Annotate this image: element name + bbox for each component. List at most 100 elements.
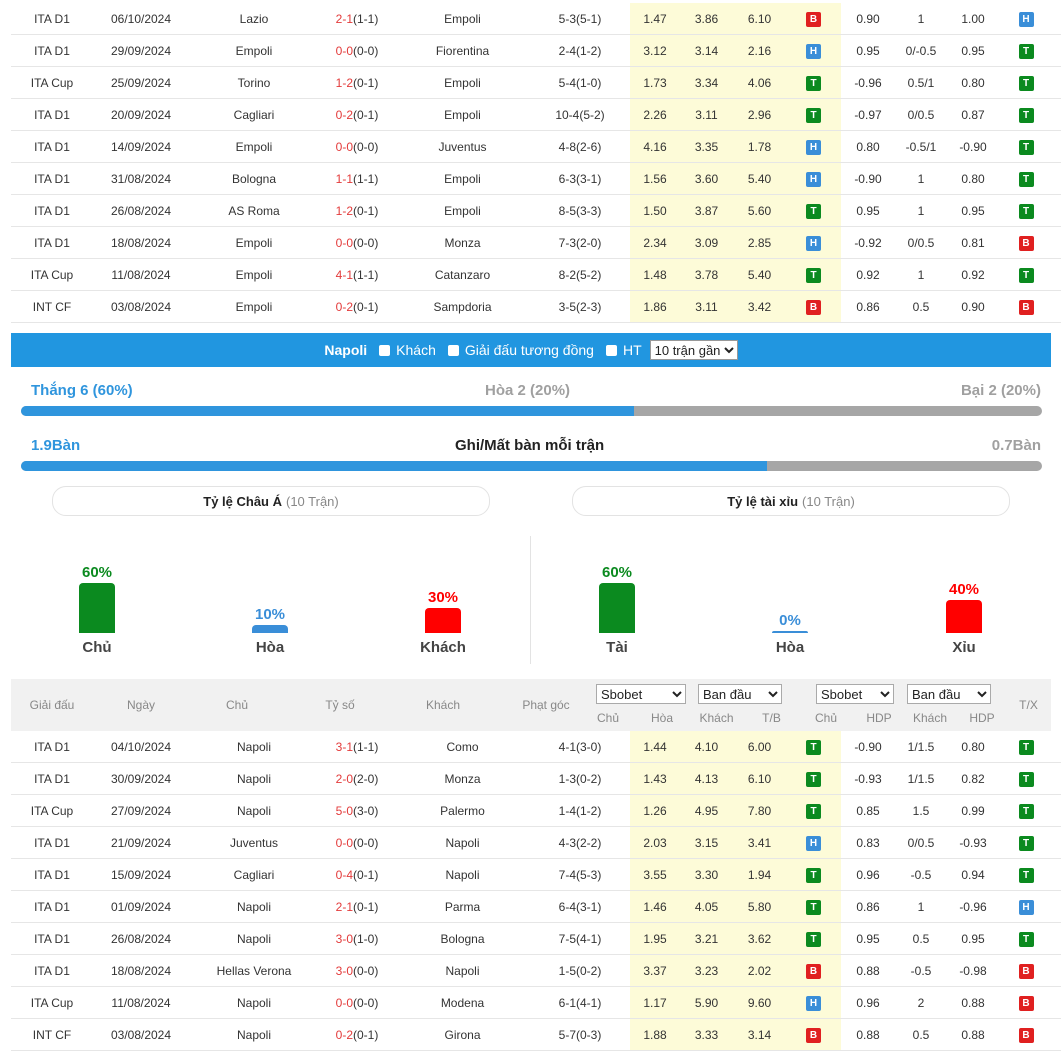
- score-ft: 0-2: [335, 299, 353, 314]
- result-badge: H: [806, 995, 821, 1011]
- table-row[interactable]: ITA D1 15/09/2024 Cagliari 0-4(0-1) Napoli 7-…: [11, 858, 1061, 891]
- away-team-cell: Juventus: [395, 130, 530, 163]
- odds-draw-cell: 4.10: [680, 731, 733, 763]
- odds-draw-cell: 3.87: [680, 194, 733, 227]
- corner-cell: 6-4(3-1): [530, 890, 630, 923]
- date-cell: 11/08/2024: [93, 258, 189, 291]
- odds-draw-cell: 3.11: [680, 98, 733, 131]
- col-corner: Phạt góc: [522, 698, 570, 712]
- napoli-matches-table: ITA D1 04/10/2024 Napoli 3-1(1-1) Como 4-1(3-…: [11, 731, 1061, 1051]
- table-row[interactable]: ITA D1 04/10/2024 Napoli 3-1(1-1) Como 4-1(3-…: [11, 731, 1061, 763]
- score-cell: 0-0(0-0): [319, 826, 395, 859]
- odds-away-cell: 6.10: [733, 3, 786, 35]
- ht-checkbox[interactable]: [605, 344, 617, 356]
- table-row[interactable]: ITA D1 06/10/2024 Lazio 2-1(1-1) Empoli 5-3(5…: [11, 3, 1061, 35]
- table-row[interactable]: ITA D1 21/09/2024 Juventus 0-0(0-0) Napoli 4-…: [11, 826, 1061, 859]
- score-ht: (0-0): [353, 43, 379, 58]
- hdp-cell: 0.5: [895, 922, 947, 955]
- date-cell: 18/08/2024: [93, 954, 189, 987]
- table-row[interactable]: ITA Cup 11/08/2024 Empoli 4-1(1-1) Catanzaro…: [11, 258, 1061, 291]
- away-checkbox-label: Khách: [396, 342, 436, 358]
- over-under-pill[interactable]: Tỷ lệ tài xỉu (10 Trận): [572, 486, 1010, 516]
- hdp-cell: 1: [895, 258, 947, 291]
- odds-home-cell: 1.73: [630, 66, 680, 99]
- hdp-cell: 1: [895, 890, 947, 923]
- date-cell: 25/09/2024: [93, 66, 189, 99]
- table-row[interactable]: ITA D1 18/08/2024 Empoli 0-0(0-0) Monza 7-3(2…: [11, 226, 1061, 259]
- home-team-cell: Bologna: [189, 162, 319, 195]
- asian-handicap-pill[interactable]: Tỷ lệ Châu Á (10 Trận): [52, 486, 490, 516]
- ou-label: Xỉu: [952, 639, 976, 656]
- goals-title: Ghi/Mất bàn mỗi trận: [455, 437, 605, 454]
- col-hdp-result: HDP: [969, 711, 995, 725]
- same-league-checkbox[interactable]: [447, 344, 459, 356]
- score-ht: (0-0): [353, 139, 379, 154]
- result-badge: H: [1018, 899, 1034, 915]
- table-row[interactable]: ITA D1 26/08/2024 AS Roma 1-2(0-1) Empoli 8-5…: [11, 194, 1061, 227]
- table-row[interactable]: ITA D1 01/09/2024 Napoli 2-1(0-1) Parma 6-4(3…: [11, 890, 1061, 923]
- table-row[interactable]: ITA D1 29/09/2024 Empoli 0-0(0-0) Fiorentina…: [11, 34, 1061, 67]
- bookmaker-select-1[interactable]: Sbobet: [596, 684, 686, 704]
- table-row[interactable]: ITA D1 18/08/2024 Hellas Verona 3-0(0-0) Nap…: [11, 954, 1061, 987]
- score-ft: 5-0: [335, 803, 353, 818]
- odds-time-select-1[interactable]: Ban đầu: [698, 684, 782, 704]
- asian-sub: (10 Trận): [286, 493, 339, 509]
- hdp-cell: 1.5: [895, 794, 947, 827]
- recent-matches-select[interactable]: 10 trận gần: [649, 340, 738, 360]
- corner-cell: 5-4(1-0): [530, 66, 630, 99]
- tb-cell: H: [786, 34, 841, 67]
- bookmaker-select-2[interactable]: Sbobet: [816, 684, 894, 704]
- col-score: Tỷ số: [325, 698, 355, 712]
- home-team-cell: Empoli: [189, 34, 319, 67]
- corner-cell: 6-3(3-1): [530, 162, 630, 195]
- table-row[interactable]: ITA D1 30/09/2024 Napoli 2-0(2-0) Monza 1-3(0…: [11, 762, 1061, 795]
- away-checkbox[interactable]: [379, 344, 391, 356]
- col-odds-home: Chủ: [596, 711, 619, 725]
- hdp-result-cell: T: [999, 258, 1053, 291]
- table-row[interactable]: INT CF 03/08/2024 Napoli 0-2(0-1) Girona 5-7(…: [11, 1018, 1061, 1051]
- odds-time-select-2[interactable]: Ban đầu: [907, 684, 991, 704]
- league-cell: ITA Cup: [11, 794, 93, 827]
- table-row[interactable]: ITA D1 20/09/2024 Cagliari 0-2(0-1) Empoli 10…: [11, 98, 1061, 131]
- hdp-cell: 0.5: [895, 1018, 947, 1051]
- home-team-cell: Napoli: [189, 890, 319, 923]
- score-ht: (1-0): [353, 931, 379, 946]
- col-tx: T/X: [1019, 698, 1038, 712]
- score-cell: 0-0(0-0): [319, 986, 395, 1019]
- tb-cell: H: [786, 130, 841, 163]
- table-row[interactable]: INT CF 03/08/2024 Empoli 0-2(0-1) Sampdoria 3…: [11, 290, 1061, 323]
- league-cell: ITA D1: [11, 890, 93, 923]
- table-row[interactable]: ITA D1 26/08/2024 Napoli 3-0(1-0) Bologna 7-5…: [11, 922, 1061, 955]
- odds-draw-cell: 4.05: [680, 890, 733, 923]
- corner-cell: 8-5(3-3): [530, 194, 630, 227]
- col-ah-home: Chủ: [814, 711, 837, 725]
- table-row[interactable]: ITA Cup 11/08/2024 Napoli 0-0(0-0) Modena 6-1…: [11, 986, 1061, 1019]
- col-odds-away: Khách: [699, 711, 734, 725]
- score-cell: 5-0(3-0): [319, 794, 395, 827]
- table-row[interactable]: ITA D1 14/09/2024 Empoli 0-0(0-0) Juventus 4-…: [11, 130, 1061, 163]
- draw-stat: Hòa 2 (20%): [485, 382, 571, 399]
- odds-home-cell: 1.17: [630, 986, 680, 1019]
- tx-result-cell: T: [1053, 794, 1061, 827]
- home-team-cell: Empoli: [189, 290, 319, 323]
- tx-result-cell: X: [1053, 162, 1061, 195]
- ah-away-cell: 0.82: [947, 762, 999, 795]
- asian-label: Hòa: [255, 639, 285, 656]
- odds-home-cell: 1.95: [630, 922, 680, 955]
- asian-column: 30% Khách: [393, 589, 493, 656]
- odds-away-cell: 7.80: [733, 794, 786, 827]
- table-row[interactable]: ITA Cup 27/09/2024 Napoli 5-0(3-0) Palermo 1-…: [11, 794, 1061, 827]
- ah-home-cell: 0.80: [841, 130, 895, 163]
- ah-home-cell: 0.88: [841, 954, 895, 987]
- ah-away-cell: 0.95: [947, 34, 999, 67]
- score-cell: 3-0(1-0): [319, 922, 395, 955]
- col-date: Ngày: [126, 698, 155, 712]
- score-ft: 2-1: [335, 11, 353, 26]
- table-row[interactable]: ITA D1 31/08/2024 Bologna 1-1(1-1) Empoli 6-3…: [11, 162, 1061, 195]
- corner-cell: 1-4(1-2): [530, 794, 630, 827]
- ah-away-cell: 0.88: [947, 1018, 999, 1051]
- result-badge: B: [806, 299, 821, 315]
- tx-result-cell: T: [1053, 66, 1061, 99]
- result-badge: B: [1018, 1027, 1034, 1043]
- table-row[interactable]: ITA Cup 25/09/2024 Torino 1-2(0-1) Empoli 5-4…: [11, 66, 1061, 99]
